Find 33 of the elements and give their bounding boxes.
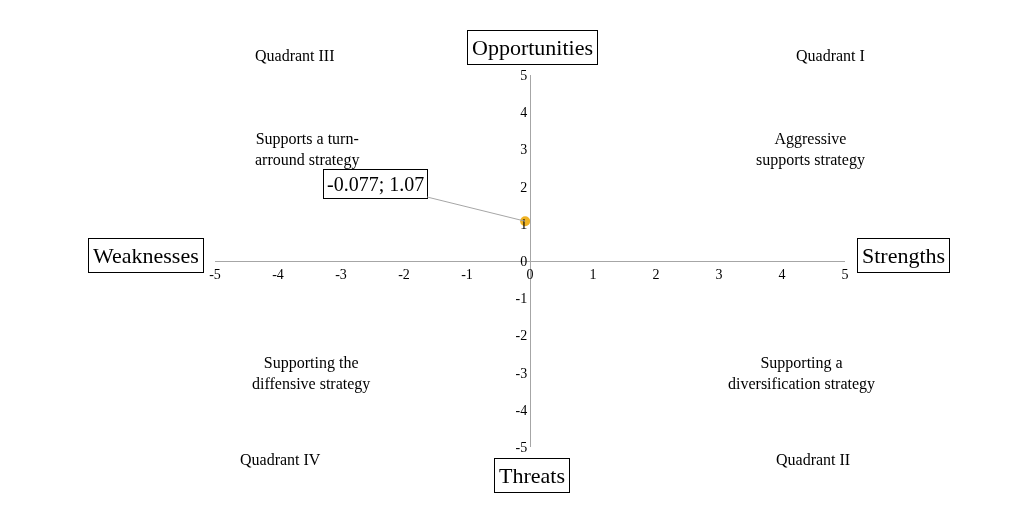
y-tick-label: 4 [520,105,528,121]
x-tick-label: 5 [841,266,849,282]
x-tick-label: 1 [589,266,597,282]
y-tick-label: -2 [515,328,528,344]
y-tick-label: -1 [515,291,528,307]
y-tick-label: -4 [515,402,528,418]
x-tick-label: -5 [209,266,221,282]
text: Opportunities [472,35,593,60]
x-tick-label: -1 [461,266,473,282]
text: Quadrant IV [240,451,321,468]
text: Threats [499,463,565,488]
y-tick-label: 5 [520,67,528,83]
y-tick-label: 0 [520,253,528,269]
x-tick-label: 2 [652,266,660,282]
annotation: Supporting the diffensive strategy [252,354,371,393]
annotation: Supporting a diversification strategy [728,354,876,393]
data-label: -0.077; 1.07 [327,173,425,195]
annotation: Aggressive supports strategy [756,130,865,169]
x-tick-label: 4 [778,266,786,282]
y-tick-label: 3 [520,142,528,158]
text: Quadrant II [776,451,851,468]
text: Weaknesses [93,243,199,268]
annotation: Supports a turn- arround strategy [255,130,360,169]
x-tick-label: -4 [272,266,284,282]
x-tick-label: -3 [335,266,347,282]
y-tick-label: 2 [520,179,528,195]
y-tick-label: -5 [515,439,528,455]
text: Quadrant III [255,47,335,64]
text: Strengths [862,243,946,268]
x-tick-label: -2 [398,266,410,282]
y-tick-label: -3 [515,365,528,381]
text: Quadrant I [796,47,865,64]
x-tick-label: 3 [715,266,723,282]
